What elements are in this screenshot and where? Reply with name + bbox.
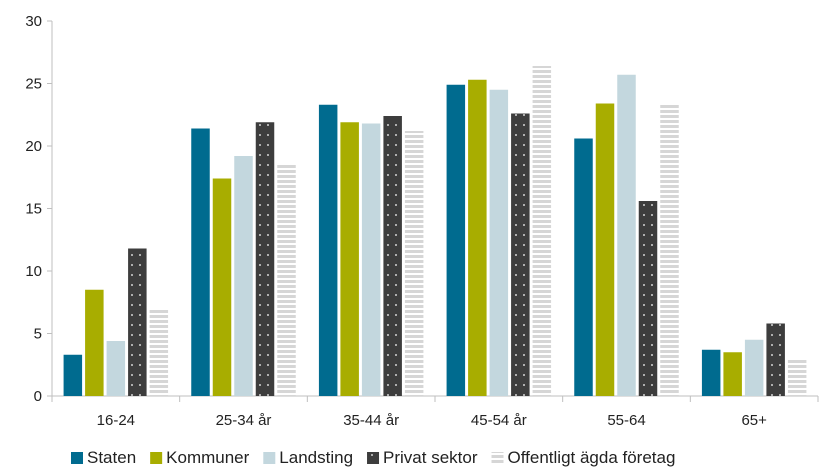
bar-kommuner-4 xyxy=(468,79,487,396)
y-tick-label: 25 xyxy=(25,76,42,93)
bar-landsting-4 xyxy=(489,89,509,396)
bar-offentligt-gda-f-retag-5 xyxy=(660,104,679,396)
bar-offentligt-gda-f-retag-4 xyxy=(532,66,552,396)
legend-swatch xyxy=(367,452,380,464)
bar-kommuner-6 xyxy=(723,352,742,396)
legend-label: Landsting xyxy=(279,448,353,467)
legend-swatch xyxy=(150,452,163,464)
bar-landsting-5 xyxy=(617,74,636,396)
bar-privat-sektor-5 xyxy=(638,201,658,396)
x-tick-label: 35-44 år xyxy=(343,412,399,429)
bar-landsting-1 xyxy=(106,341,126,396)
y-tick-label: 30 xyxy=(25,13,42,30)
bar-kommuner-2 xyxy=(212,178,232,396)
axes xyxy=(47,20,819,402)
legend-label: Staten xyxy=(87,448,136,467)
bar-kommuner-3 xyxy=(340,122,359,396)
bar-landsting-2 xyxy=(234,156,253,396)
x-tick-label: 55-64 xyxy=(607,412,645,429)
bar-offentligt-gda-f-retag-1 xyxy=(149,308,169,396)
legend-swatch xyxy=(491,452,504,464)
bar-staten-4 xyxy=(446,84,466,396)
legend-item-privat-sektor: Privat sektor xyxy=(367,448,478,467)
legend-item-offentligt-gda-f-retag: Offentligt ägda företag xyxy=(491,448,676,467)
y-tick-label: 20 xyxy=(25,138,42,155)
legend-item-landsting: Landsting xyxy=(263,448,353,467)
x-tick-label: 25-34 år xyxy=(216,412,272,429)
y-tick-label: 15 xyxy=(25,201,42,218)
legend-label: Offentligt ägda företag xyxy=(508,448,676,467)
legend-label: Kommuner xyxy=(166,448,249,467)
bar-privat-sektor-3 xyxy=(383,116,402,396)
bar-offentligt-gda-f-retag-6 xyxy=(787,359,807,396)
bar-staten-3 xyxy=(318,104,338,396)
legend: Staten Kommuner Landsting Privat sektor Offe… xyxy=(71,448,675,467)
bar-offentligt-gda-f-retag-3 xyxy=(404,131,424,396)
legend-item-staten: Staten xyxy=(71,448,136,467)
x-tick-label: 45-54 år xyxy=(471,412,527,429)
bar-privat-sektor-1 xyxy=(128,248,147,396)
bar-privat-sektor-4 xyxy=(511,113,530,396)
bar-staten-1 xyxy=(63,354,83,396)
y-tick-label: 5 xyxy=(34,326,42,343)
bar-landsting-6 xyxy=(744,339,764,396)
y-tick-label: 10 xyxy=(25,263,42,280)
bar-privat-sektor-6 xyxy=(766,323,785,396)
tick-labels: 0 5 10 15 20 25 30 16-24 25-34 år 35-44 år 45-54 å… xyxy=(25,13,767,429)
bar-landsting-3 xyxy=(361,123,381,396)
legend-swatch xyxy=(71,452,83,464)
bars xyxy=(63,66,807,396)
bar-staten-5 xyxy=(574,138,593,396)
legend-item-kommuner: Kommuner xyxy=(150,448,250,467)
bar-kommuner-5 xyxy=(595,103,615,396)
bar-staten-2 xyxy=(191,128,210,396)
legend-swatch xyxy=(263,452,276,464)
y-tick-label: 0 xyxy=(34,388,42,405)
bar-privat-sektor-2 xyxy=(255,122,275,396)
x-tick-label: 65+ xyxy=(741,412,767,429)
bar-kommuner-1 xyxy=(85,289,104,396)
bar-staten-6 xyxy=(701,349,721,396)
legend-label: Privat sektor xyxy=(383,448,478,467)
bar-offentligt-gda-f-retag-2 xyxy=(277,163,296,396)
x-tick-label: 16-24 xyxy=(97,412,135,429)
